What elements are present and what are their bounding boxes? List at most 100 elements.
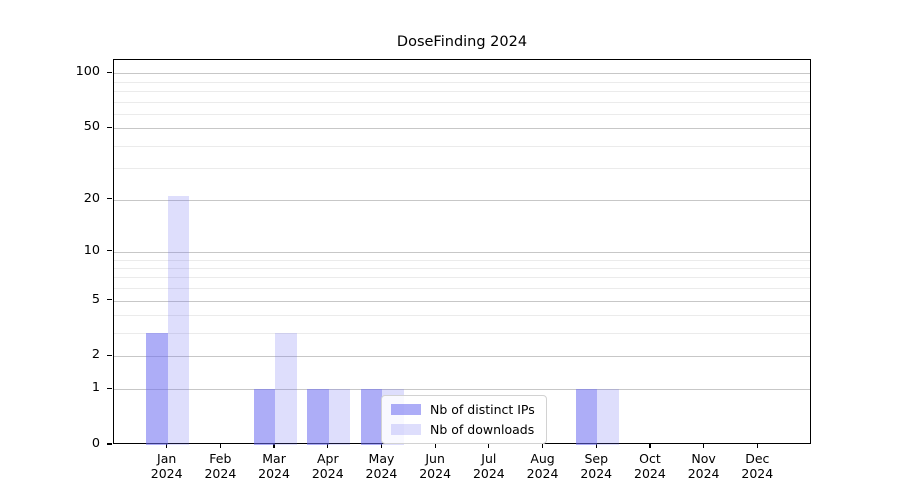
bar-downloads	[167, 195, 190, 445]
major-gridline	[114, 356, 810, 358]
x-tick-mark	[541, 444, 544, 448]
x-tick-mark	[595, 444, 597, 448]
minor-gridline	[114, 168, 810, 170]
x-tick-label: Jun 2024	[407, 451, 463, 481]
y-tick-mark	[107, 443, 112, 445]
bar-distinct-ips	[360, 389, 383, 445]
x-tick-month: Aug	[530, 451, 555, 466]
x-tick-mark	[756, 444, 758, 448]
bar-distinct-ips	[307, 389, 329, 445]
x-tick-mark	[219, 444, 221, 448]
x-tick-year: 2024	[365, 466, 398, 481]
legend-swatch-downloads-icon	[391, 424, 421, 435]
x-tick-label: Nov 2024	[676, 451, 732, 481]
bar-downloads	[275, 333, 297, 445]
y-tick-label: 0	[91, 436, 100, 451]
x-tick-year: 2024	[580, 466, 613, 481]
chart-title: DoseFinding 2024	[396, 34, 528, 50]
y-tick-label: 20	[83, 190, 100, 206]
minor-gridline	[114, 267, 810, 269]
y-tick-label: 10	[83, 242, 100, 258]
x-tick-year: 2024	[150, 466, 183, 481]
major-gridline	[114, 128, 810, 130]
x-tick-mark	[649, 444, 651, 448]
major-gridline	[114, 199, 810, 201]
major-gridline	[114, 389, 810, 391]
x-tick-month: Sep	[584, 451, 608, 466]
x-tick-month: Apr	[316, 451, 339, 466]
x-tick-label: Dec 2024	[729, 451, 785, 481]
x-tick-label: May 2024	[353, 451, 409, 481]
x-tick-label: Sep 2024	[568, 451, 624, 481]
bar-downloads	[597, 389, 619, 445]
minor-gridline	[114, 277, 810, 279]
x-tick-month: Jun	[425, 451, 445, 466]
x-tick-mark	[273, 444, 275, 448]
x-tick-label: Oct 2024	[622, 451, 678, 481]
bar-downloads	[328, 389, 351, 445]
x-tick-year: 2024	[204, 466, 237, 481]
x-tick-year: 2024	[472, 466, 505, 481]
x-tick-month: Feb	[209, 451, 232, 466]
x-tick-label: Apr 2024	[300, 451, 356, 481]
x-tick-year: 2024	[634, 466, 666, 481]
x-tick-year: 2024	[741, 466, 774, 481]
minor-gridline	[114, 315, 810, 317]
minor-gridline	[114, 288, 810, 290]
x-tick-year: 2024	[419, 466, 452, 481]
legend-swatch-distinct-ips-icon	[391, 404, 421, 415]
legend-item-downloads: Nb of downloads	[391, 422, 535, 437]
x-tick-label: Mar 2024	[246, 451, 302, 481]
x-tick-mark	[380, 444, 383, 448]
legend-label-downloads: Nb of downloads	[430, 422, 535, 437]
x-tick-month: Jul	[481, 451, 497, 466]
y-tick-mark	[107, 198, 112, 200]
x-tick-year: 2024	[526, 466, 559, 481]
minor-gridline	[114, 145, 810, 147]
y-tick-label: 100	[75, 64, 100, 80]
major-gridline	[114, 73, 810, 75]
x-tick-year: 2024	[311, 466, 344, 481]
y-tick-mark	[107, 354, 112, 357]
bar-distinct-ips	[146, 333, 168, 445]
plot-area	[113, 59, 811, 445]
minor-gridline	[114, 90, 810, 92]
legend-label-distinct-ips: Nb of distinct IPs	[430, 402, 535, 417]
x-tick-label: Jan 2024	[139, 451, 195, 481]
major-gridline	[114, 300, 810, 302]
y-tick-mark	[107, 250, 112, 252]
legend: Nb of distinct IPs Nb of downloads	[381, 395, 547, 444]
x-tick-month: Oct	[639, 451, 661, 466]
x-tick-label: Aug 2024	[515, 451, 571, 481]
x-tick-year: 2024	[258, 466, 290, 481]
bar-distinct-ips	[575, 389, 598, 445]
minor-gridline	[114, 333, 810, 335]
x-tick-month: Jan	[157, 451, 177, 466]
y-tick-label: 1	[91, 380, 100, 396]
x-tick-label: Jul 2024	[461, 451, 517, 481]
x-tick-mark	[488, 444, 490, 448]
x-tick-label: Feb 2024	[192, 451, 248, 481]
minor-gridline	[114, 101, 810, 103]
y-tick-mark	[107, 71, 112, 73]
y-tick-label: 50	[83, 119, 100, 135]
x-tick-mark	[434, 444, 436, 448]
x-tick-mark	[327, 444, 329, 448]
x-tick-month: Nov	[691, 451, 716, 466]
major-gridline	[114, 251, 810, 253]
x-tick-month: May	[368, 451, 395, 466]
y-tick-label: 5	[91, 291, 100, 307]
y-tick-mark	[107, 299, 112, 301]
legend-item-distinct-ips: Nb of distinct IPs	[391, 402, 535, 417]
x-tick-month: Mar	[262, 451, 286, 466]
x-tick-mark	[703, 444, 705, 448]
x-tick-month: Dec	[745, 451, 770, 466]
y-tick-label: 2	[91, 347, 100, 363]
minor-gridline	[114, 113, 810, 115]
y-tick-mark	[107, 387, 112, 389]
x-tick-mark	[166, 444, 168, 448]
x-tick-year: 2024	[687, 466, 720, 481]
minor-gridline	[114, 259, 810, 261]
bar-distinct-ips	[253, 389, 276, 445]
